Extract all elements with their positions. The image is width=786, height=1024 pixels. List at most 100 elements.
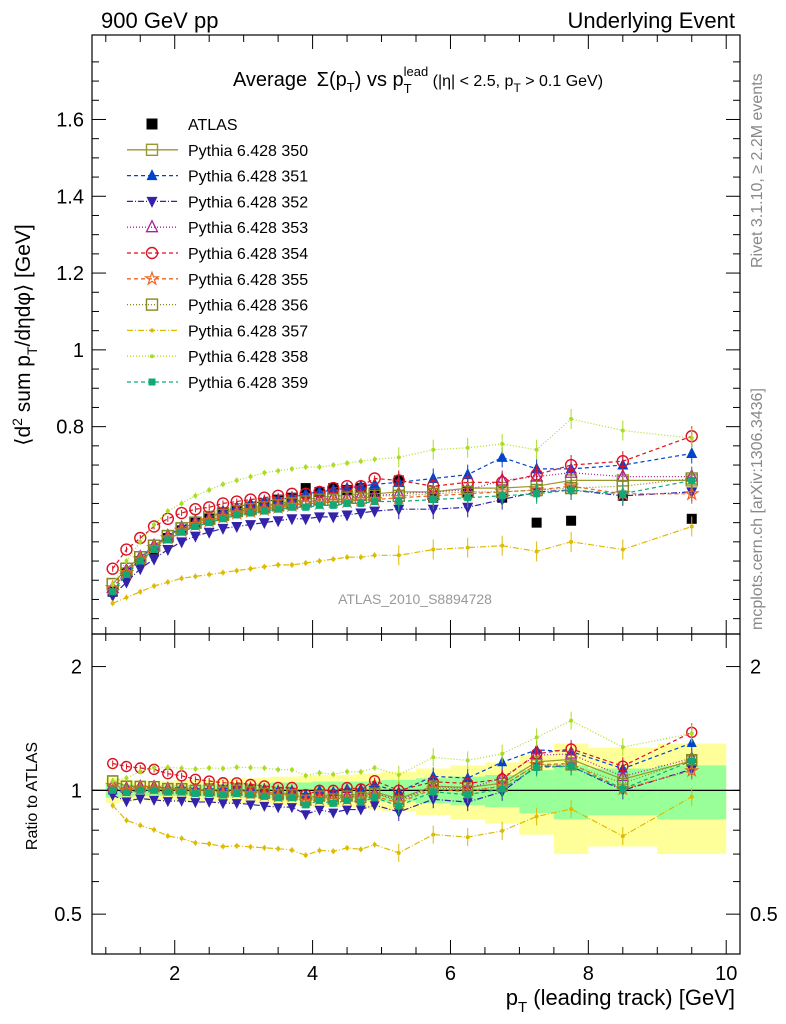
ratio-point (314, 805, 325, 816)
ratio-series-8 (110, 787, 694, 862)
main-point (569, 539, 574, 544)
ratio-point (288, 794, 296, 802)
legend-marker (145, 219, 159, 233)
ratio-point (106, 757, 119, 770)
main-point (313, 512, 325, 524)
main-point (165, 509, 170, 514)
main-point (191, 522, 199, 530)
main-point (358, 555, 363, 560)
ratio-point (396, 772, 401, 777)
ratio-point (369, 778, 380, 789)
main-point (616, 455, 630, 468)
main-point (178, 528, 186, 536)
main-point (300, 514, 312, 526)
legend-label: ATLAS (188, 117, 238, 134)
main-point (431, 447, 436, 452)
ratio-point (124, 776, 129, 781)
main-point (396, 553, 401, 558)
ratio-point (260, 792, 268, 800)
ratio-point (345, 769, 350, 774)
ratio-point (178, 788, 186, 796)
main-point (686, 447, 698, 459)
ratio-point (684, 762, 700, 778)
ratio-point (345, 845, 350, 850)
ratio-series-line (112, 742, 692, 796)
main-point (286, 514, 298, 526)
main-point (164, 536, 172, 544)
ratio-point (109, 786, 117, 794)
main-point (203, 527, 215, 539)
ratio-point (355, 805, 366, 816)
main-ytick-label: 1.6 (56, 109, 84, 131)
header-left-label: 900 GeV pp (101, 8, 218, 33)
main-point (566, 515, 577, 526)
main-point (369, 477, 381, 489)
ratio-point (136, 786, 144, 794)
ylabel-part-c: /dηdφ⟩ [GeV] (12, 224, 35, 346)
ratio-point (689, 731, 694, 736)
ratio-point (303, 853, 308, 858)
ratio-ytick-label: 2 (71, 657, 82, 679)
main-point (368, 472, 381, 485)
main-series-9 (110, 408, 694, 588)
legend-entry: Pythia 6.428 356 (127, 298, 308, 315)
ratio-point (533, 764, 541, 772)
title-lead-sup: lead (404, 64, 429, 79)
main-series-1 (106, 470, 698, 591)
main-point (683, 485, 700, 501)
ratio-point (300, 810, 311, 821)
main-point (193, 493, 198, 498)
ratio-point (150, 786, 158, 794)
xtick-label: 8 (583, 963, 594, 985)
header-right-label: Underlying Event (567, 8, 735, 33)
main-point (369, 506, 381, 518)
main-point (302, 503, 310, 511)
main-point (355, 508, 367, 520)
ratio-point (331, 772, 336, 777)
main-point (122, 570, 130, 578)
main-point (162, 545, 174, 557)
main-point (534, 447, 539, 452)
main-point (262, 470, 267, 475)
ratio-point (465, 835, 470, 840)
ratio-point (328, 808, 339, 819)
ratio-point (317, 848, 322, 853)
main-point (245, 520, 257, 532)
main-point (465, 445, 470, 450)
main-point (120, 577, 132, 589)
ratio-point (688, 757, 696, 765)
main-point (500, 441, 505, 446)
rivet-version-label: Rivet 3.1.10, ≥ 2.2M events (749, 73, 766, 268)
ratio-point (152, 765, 157, 770)
legend-marker (145, 246, 159, 260)
ratio-point (371, 794, 379, 802)
ratio-point (245, 800, 256, 811)
legend-marker (143, 270, 161, 286)
ratio-point (395, 802, 403, 810)
main-point (138, 539, 143, 544)
main-series-line (112, 472, 692, 589)
ratio-series-line (112, 759, 692, 803)
main-ytick-label: 1 (73, 340, 84, 362)
ratio-point (620, 745, 625, 750)
main-point (106, 562, 119, 575)
ratio-point (303, 773, 308, 778)
legend-entry: Pythia 6.428 350 (127, 143, 308, 160)
ratio-point (464, 791, 472, 799)
main-point (343, 499, 351, 507)
ratio-point (193, 840, 198, 845)
ratio-series-line (112, 719, 692, 782)
ratio-point (289, 767, 294, 772)
main-point (498, 492, 506, 500)
main-point (217, 523, 229, 535)
main-point (303, 560, 308, 565)
ratio-series-line (112, 765, 692, 815)
ratio-point (259, 801, 270, 812)
ratio-ytick-label-right: 0.5 (750, 904, 778, 926)
main-point (317, 559, 322, 564)
main-point (138, 589, 143, 594)
legend-marker (146, 169, 158, 181)
main-point (219, 515, 227, 523)
legend-label: Pythia 6.428 350 (188, 143, 308, 160)
ylabel-sub: T (24, 346, 40, 355)
